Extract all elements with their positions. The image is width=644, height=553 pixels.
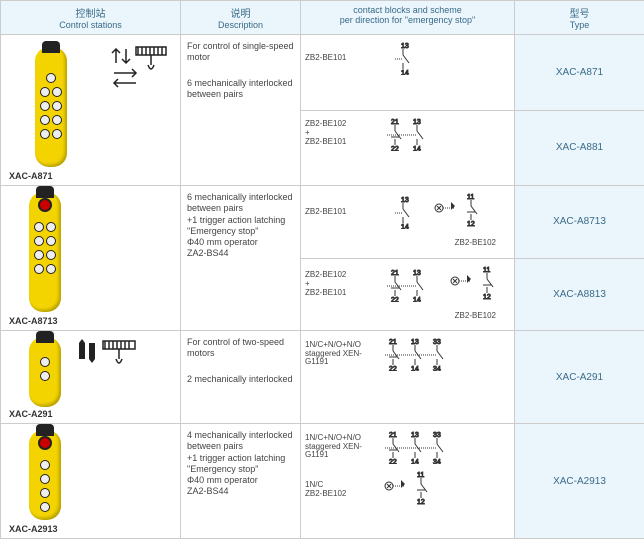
svg-text:12: 12 <box>483 294 491 301</box>
scheme-label-s6a: 1N/C+N/O+N/O staggered XEN-G1191 <box>305 434 375 460</box>
caption-a871: XAC-A871 <box>1 169 180 185</box>
type-t1: XAC-A871 <box>515 35 644 111</box>
desc-r1b: 6 mechanically interlocked between pairs <box>187 78 294 101</box>
scheme-cell-s2: ZB2-BE102+ZB2-BE101 21 22 13 14 <box>301 110 515 186</box>
svg-text:13: 13 <box>413 270 421 277</box>
scheme-label-s4: ZB2-BE102+ZB2-BE101 <box>305 271 375 297</box>
image-cell-a2913: XAC-A2913 <box>1 424 181 539</box>
caption-a8713: XAC-A8713 <box>1 314 180 330</box>
contact-estop-icon: 11 12 <box>431 192 487 232</box>
svg-text:21: 21 <box>389 432 397 439</box>
svg-text:34: 34 <box>433 459 441 464</box>
hoist-arrows-icon <box>106 45 176 89</box>
contact-estop-icon: 11 12 <box>447 265 503 305</box>
image-cell-a8713: XAC-A8713 <box>1 186 181 331</box>
scheme-label-s5: 1N/C+N/O+N/O staggered XEN-G1191 <box>305 341 375 367</box>
desc-r3b: 2 mechanically interlocked <box>187 374 294 385</box>
contact-estop-icon: 11 12 <box>381 470 471 510</box>
spec-table: 控制站Control stations 说明Description contac… <box>0 0 644 539</box>
desc-cell-r1: For control of single-speed motor 6 mech… <box>181 35 301 186</box>
header-row: 控制站Control stations 说明Description contac… <box>1 1 644 35</box>
svg-text:22: 22 <box>389 366 397 371</box>
desc-r2: 6 mechanically interlocked between pairs… <box>187 192 294 260</box>
pendant-a291-icon <box>29 337 61 407</box>
header-description: 说明Description <box>181 1 301 35</box>
svg-text:22: 22 <box>391 297 399 302</box>
estop-icon <box>38 436 52 450</box>
image-cell-a291: XAC-A291 <box>1 331 181 424</box>
pendant-a871-icon <box>35 47 67 167</box>
type-t2: XAC-A881 <box>515 110 644 186</box>
contact-staggered-icon: 21 22 13 14 33 34 <box>381 430 465 464</box>
desc-r1a: For control of single-speed motor <box>187 41 294 64</box>
svg-text:11: 11 <box>483 267 490 274</box>
type-t4: XAC-A8813 <box>515 258 644 331</box>
svg-text:12: 12 <box>467 221 475 228</box>
contact-nc-no-icon: 21 22 13 14 <box>381 268 441 302</box>
caption-a291: XAC-A291 <box>1 407 180 423</box>
svg-text:21: 21 <box>389 339 397 346</box>
caption-a2913: XAC-A2913 <box>1 522 180 538</box>
scheme-cell-s1: ZB2-BE101 13 14 <box>301 35 515 111</box>
type-t3: XAC-A8713 <box>515 186 644 259</box>
header-scheme: contact blocks and schemeper direction f… <box>301 1 515 35</box>
svg-text:11: 11 <box>467 194 474 201</box>
svg-text:21: 21 <box>391 119 399 126</box>
svg-text:13: 13 <box>413 119 421 126</box>
contact-staggered-icon: 21 22 13 14 33 34 <box>381 337 465 371</box>
svg-text:14: 14 <box>411 366 419 371</box>
image-cell-a871: XAC-A871 <box>1 35 181 186</box>
svg-text:21: 21 <box>391 270 399 277</box>
svg-text:13: 13 <box>401 197 409 204</box>
desc-cell-r3: For control of two-speed motors 2 mechan… <box>181 331 301 424</box>
hoist-arrows-2speed-icon <box>75 337 145 367</box>
svg-text:14: 14 <box>413 146 421 151</box>
svg-text:33: 33 <box>433 339 441 346</box>
svg-text:33: 33 <box>433 432 441 439</box>
pendant-a8713-icon <box>29 192 61 312</box>
svg-text:13: 13 <box>411 339 419 346</box>
contact-no-icon: 13 14 <box>381 195 425 229</box>
desc-r3a: For control of two-speed motors <box>187 337 294 360</box>
scheme-label-s2: ZB2-BE102+ZB2-BE101 <box>305 120 375 146</box>
svg-text:14: 14 <box>401 224 409 229</box>
scheme-label-s6b: 1N/CZB2-BE102 <box>305 481 375 499</box>
type-t6: XAC-A2913 <box>515 424 644 539</box>
scheme-label-s1: ZB2-BE101 <box>305 54 375 63</box>
svg-text:13: 13 <box>411 432 419 439</box>
scheme-cell-s3: ZB2-BE101 13 14 11 12 <box>301 186 515 259</box>
svg-text:14: 14 <box>413 297 421 302</box>
contact-nc-no-icon: 21 22 13 14 <box>381 117 441 151</box>
desc-cell-r4: 4 mechanically interlocked between pairs… <box>181 424 301 539</box>
contact-no-icon: 13 14 <box>381 41 425 75</box>
header-control-stations: 控制站Control stations <box>1 1 181 35</box>
scheme-s4x: ZB2-BE102 <box>305 311 510 320</box>
svg-text:14: 14 <box>411 459 419 464</box>
scheme-cell-s5: 1N/C+N/O+N/O staggered XEN-G1191 21 22 1… <box>301 331 515 424</box>
svg-text:14: 14 <box>401 70 409 75</box>
scheme-cell-s4: ZB2-BE102+ZB2-BE101 21 22 13 14 <box>301 258 515 331</box>
header-type: 型号Type <box>515 1 644 35</box>
estop-icon <box>38 198 52 212</box>
desc-r4: 4 mechanically interlocked between pairs… <box>187 430 294 498</box>
desc-cell-r2: 6 mechanically interlocked between pairs… <box>181 186 301 331</box>
svg-text:13: 13 <box>401 43 409 50</box>
svg-text:11: 11 <box>417 472 424 479</box>
pendant-a2913-icon <box>29 430 61 520</box>
scheme-cell-s6: 1N/C+N/O+N/O staggered XEN-G1191 21 22 1… <box>301 424 515 539</box>
type-t5: XAC-A291 <box>515 331 644 424</box>
scheme-s3x: ZB2-BE102 <box>305 238 510 247</box>
svg-text:22: 22 <box>391 146 399 151</box>
svg-text:22: 22 <box>389 459 397 464</box>
svg-text:34: 34 <box>433 366 441 371</box>
svg-text:12: 12 <box>417 499 425 506</box>
scheme-label-s3: ZB2-BE101 <box>305 208 375 217</box>
